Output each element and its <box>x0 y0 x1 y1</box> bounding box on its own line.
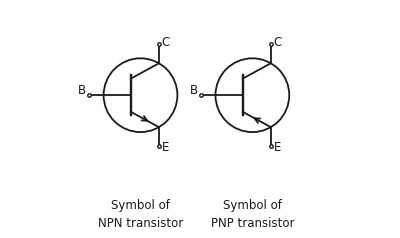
Text: B: B <box>190 84 198 97</box>
Text: E: E <box>274 141 281 154</box>
Text: B: B <box>78 84 86 97</box>
Text: E: E <box>162 141 169 154</box>
Text: C: C <box>274 36 282 49</box>
Text: Symbol of
NPN transistor: Symbol of NPN transistor <box>98 199 183 230</box>
Text: Symbol of
PNP transistor: Symbol of PNP transistor <box>211 199 294 230</box>
Text: C: C <box>162 36 170 49</box>
